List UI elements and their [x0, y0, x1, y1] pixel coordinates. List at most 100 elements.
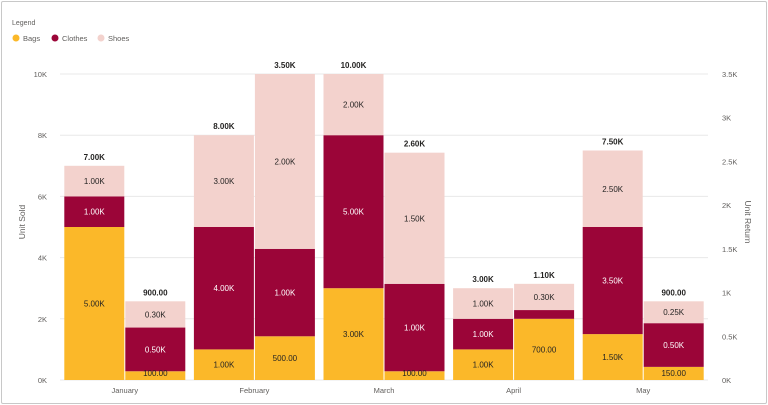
bar-segment-clothes	[453, 318, 514, 350]
bar-segment-clothes	[323, 135, 384, 289]
left-axis-title: Unit Sold	[17, 204, 27, 239]
bar-segment-clothes	[514, 310, 575, 319]
data-label-bags: 150.00	[661, 369, 686, 378]
total-label: 900.00	[661, 288, 686, 297]
total-label: 3.00K	[472, 275, 494, 284]
segment-labels: 5.00K 1.00K 1.00K 100.00 0.50K 0.30K 1.00K 4.00…	[84, 101, 687, 378]
bar-segment-shoes	[323, 74, 384, 136]
data-label-bags: 1.00K	[213, 361, 235, 370]
data-label-bags: 1.00K	[473, 361, 495, 370]
category-label: May	[636, 386, 650, 395]
bar-segment-bags	[384, 371, 445, 380]
bar-segment-clothes	[582, 227, 643, 335]
legend-label-shoes[interactable]: Shoes	[108, 34, 130, 43]
left-tick-label: 2K	[38, 315, 47, 324]
category-label: April	[506, 386, 521, 395]
bar-segment-shoes	[514, 283, 575, 311]
left-tick-label: 8K	[38, 131, 47, 140]
bar-segment-bags	[643, 366, 704, 380]
bar-segment-shoes	[64, 165, 125, 197]
bar-segment-bags	[125, 371, 186, 380]
right-tick-label: 0K	[722, 376, 731, 385]
bar-segment-shoes	[193, 135, 254, 227]
bar-segment-bags	[453, 349, 514, 380]
bar-segment-bags	[514, 318, 575, 380]
bar-segment-bags	[64, 227, 125, 380]
data-label-clothes: 1.00K	[84, 208, 106, 217]
right-tick-label: 1.5K	[722, 245, 737, 254]
bar-segment-shoes	[453, 288, 514, 319]
total-label: 8.00K	[213, 122, 235, 131]
data-label-shoes: 2.00K	[343, 101, 365, 110]
total-label: 2.60K	[404, 140, 426, 149]
data-label-shoes: 2.00K	[274, 157, 296, 166]
data-label-shoes: 1.00K	[84, 177, 106, 186]
data-label-bags: 1.50K	[602, 353, 624, 362]
data-label-clothes: 0.50K	[663, 341, 685, 350]
data-label-shoes: 1.50K	[404, 214, 426, 223]
data-label-clothes: 5.00K	[343, 208, 365, 217]
left-tick-label: 10K	[34, 70, 47, 79]
bar-segment-bags	[193, 349, 254, 380]
right-axis-title: Unit Return	[743, 201, 753, 244]
right-tick-label: 2K	[722, 201, 731, 210]
category-label: March	[374, 386, 395, 395]
data-label-bags: 100.00	[143, 369, 168, 378]
right-axis-ticks: 0K 0.5K 1K 1.5K 2K 2.5K 3K 3.5K	[722, 70, 737, 385]
data-label-bags: 700.00	[532, 345, 557, 354]
data-label-clothes: 0.50K	[145, 345, 167, 354]
right-tick-label: 2.5K	[722, 157, 737, 166]
data-label-shoes: 0.30K	[534, 293, 556, 302]
x-axis-categories: January February March April May	[111, 386, 650, 395]
left-tick-label: 0K	[38, 376, 47, 385]
right-tick-label: 0.5K	[722, 332, 737, 341]
category-label: January	[111, 386, 138, 395]
bar-totals: 7.00K 900.00 8.00K 3.50K 10.00K 2.60K 3.00K 1.1…	[84, 61, 687, 297]
data-label-clothes: 1.00K	[473, 330, 495, 339]
category-label: February	[239, 386, 269, 395]
data-label-shoes: 2.50K	[602, 185, 624, 194]
data-label-bags: 500.00	[273, 354, 298, 363]
bar-segment-bags	[254, 336, 315, 380]
legend-swatch-clothes	[51, 34, 59, 42]
bar-segment-shoes	[582, 150, 643, 227]
left-tick-label: 6K	[38, 192, 47, 201]
data-label-shoes: 1.00K	[473, 300, 495, 309]
legend-label-bags[interactable]: Bags	[23, 34, 40, 43]
bar-segment-shoes	[254, 74, 315, 249]
total-label: 900.00	[143, 288, 168, 297]
total-label: 7.00K	[84, 153, 106, 162]
bar-segment-clothes	[64, 196, 125, 227]
total-label: 7.50K	[602, 138, 624, 147]
bar-segment-bags	[323, 288, 384, 380]
bar-segment-clothes	[125, 327, 186, 372]
legend-label-clothes[interactable]: Clothes	[62, 34, 88, 43]
data-label-bags: 5.00K	[84, 300, 106, 309]
data-label-clothes: 1.00K	[274, 289, 296, 298]
right-tick-label: 1K	[722, 289, 731, 298]
data-label-bags: 100.00	[402, 369, 427, 378]
bar-segment-clothes	[193, 227, 254, 350]
data-label-shoes: 0.25K	[663, 308, 685, 317]
legend-swatch-bags	[12, 34, 20, 42]
right-tick-label: 3K	[722, 114, 731, 123]
total-label: 1.10K	[533, 271, 555, 280]
bar-segment-bags	[582, 334, 643, 380]
right-tick-label: 3.5K	[722, 70, 737, 79]
bar-segment-shoes	[384, 152, 445, 284]
legend-title: Legend	[12, 20, 35, 27]
total-label: 10.00K	[341, 61, 367, 70]
bar-segments	[64, 74, 704, 380]
bar-segment-clothes	[384, 283, 445, 372]
legend: Legend Bags Clothes Shoes	[12, 20, 130, 43]
bar-segment-clothes	[254, 248, 315, 337]
bar-segment-shoes	[125, 301, 186, 328]
data-label-bags: 3.00K	[343, 330, 365, 339]
left-tick-label: 4K	[38, 254, 47, 263]
bar-segment-shoes	[643, 301, 704, 324]
data-label-clothes: 1.00K	[404, 324, 426, 333]
total-label: 3.50K	[274, 61, 296, 70]
left-axis-ticks: 0K 2K 4K 6K 8K 10K	[34, 70, 47, 385]
data-label-shoes: 3.00K	[213, 177, 235, 186]
